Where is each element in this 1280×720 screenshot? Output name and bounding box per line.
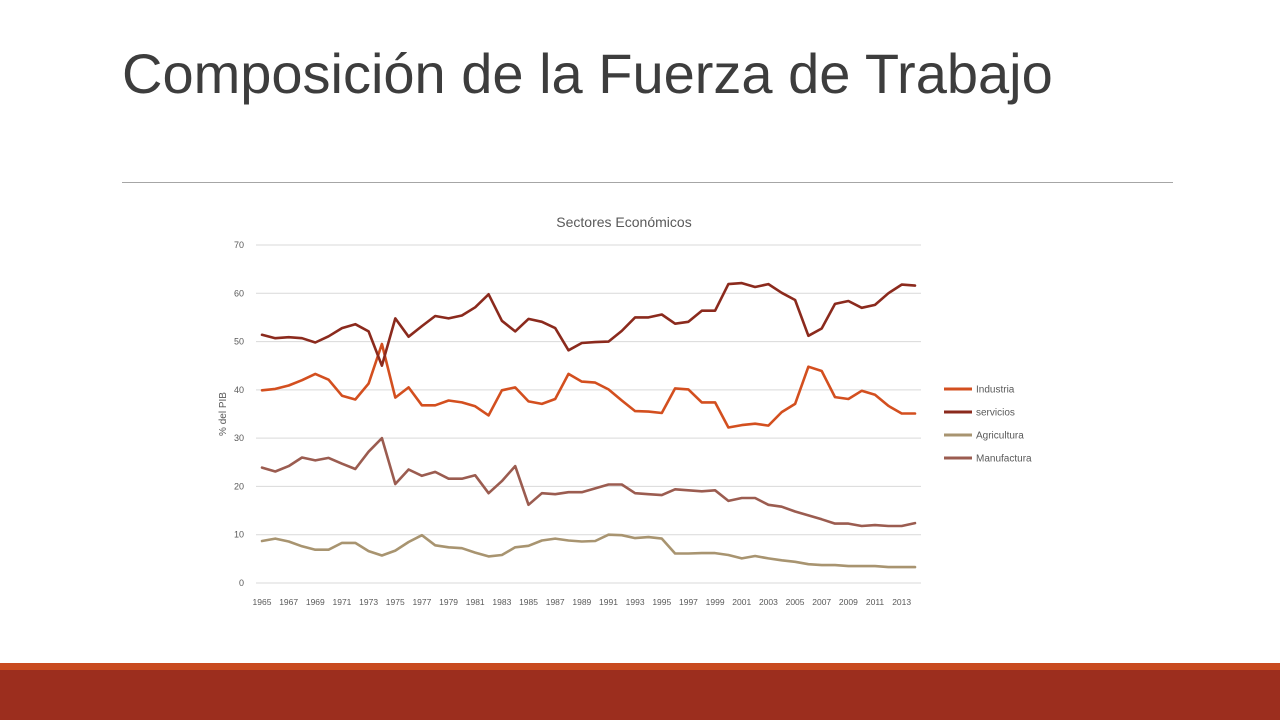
footer-accent-line (0, 663, 1280, 670)
x-tick-label: 2013 (892, 597, 911, 607)
legend-label: Agricultura (976, 431, 1024, 442)
y-tick-labels: 0 10 20 30 40 50 60 70 (234, 240, 244, 588)
legend-item-servicios: servicios (944, 408, 1015, 419)
legend-label: Manufactura (976, 454, 1032, 465)
line-chart: Sectores Económicos % del PIB 0 10 20 30 40 5… (218, 214, 1032, 607)
x-tick-label: 1977 (412, 597, 431, 607)
x-tick-label: 2005 (786, 597, 805, 607)
series-line-manufactura (260, 436, 917, 528)
x-tick-label: 1973 (359, 597, 378, 607)
y-tick-label: 50 (234, 337, 244, 347)
x-tick-label: 2009 (839, 597, 858, 607)
x-tick-label: 1991 (599, 597, 618, 607)
y-tick-label: 0 (239, 578, 244, 588)
x-tick-label: 2011 (866, 597, 885, 607)
y-axis-label: % del PIB (218, 392, 229, 436)
x-tick-label: 1965 (253, 597, 272, 607)
x-tick-label: 1967 (279, 597, 298, 607)
legend-item-manufactura: Manufactura (944, 454, 1032, 465)
x-tick-label: 1983 (492, 597, 511, 607)
gridlines (256, 244, 921, 584)
chart-title: Sectores Económicos (556, 214, 691, 230)
x-tick-label: 1993 (626, 597, 645, 607)
series-line-industria (260, 342, 917, 429)
x-tick-label: 1975 (386, 597, 405, 607)
legend: Industria servicios Agricultura Manufactura (944, 385, 1032, 465)
series-line-servicios (260, 281, 917, 368)
footer-band (0, 670, 1280, 720)
series-lines (260, 281, 917, 569)
y-tick-label: 70 (234, 240, 244, 250)
x-tick-label: 2007 (812, 597, 831, 607)
x-tick-labels: 1965 1967 1969 1971 1973 1975 1977 1979 1981 1983… (253, 597, 912, 607)
legend-label: servicios (976, 408, 1015, 419)
series-line-agricultura (260, 533, 917, 569)
x-tick-label: 1985 (519, 597, 538, 607)
slide-title: Composición de la Fuerza de Trabajo (122, 42, 1053, 105)
x-tick-label: 2001 (732, 597, 751, 607)
legend-item-agricultura: Agricultura (944, 431, 1024, 442)
y-tick-label: 30 (234, 433, 244, 443)
x-tick-label: 1999 (706, 597, 725, 607)
y-tick-label: 20 (234, 481, 244, 491)
x-tick-label: 1989 (572, 597, 591, 607)
legend-item-industria: Industria (944, 385, 1015, 396)
x-tick-label: 2003 (759, 597, 778, 607)
x-tick-label: 1995 (652, 597, 671, 607)
legend-label: Industria (976, 385, 1015, 396)
x-tick-label: 1981 (466, 597, 485, 607)
x-tick-label: 1979 (439, 597, 458, 607)
y-tick-label: 10 (234, 530, 244, 540)
x-tick-label: 1997 (679, 597, 698, 607)
x-tick-label: 1969 (306, 597, 325, 607)
y-tick-label: 60 (234, 288, 244, 298)
y-tick-label: 40 (234, 385, 244, 395)
x-tick-label: 1987 (546, 597, 565, 607)
title-divider (122, 182, 1173, 183)
x-tick-label: 1971 (332, 597, 351, 607)
